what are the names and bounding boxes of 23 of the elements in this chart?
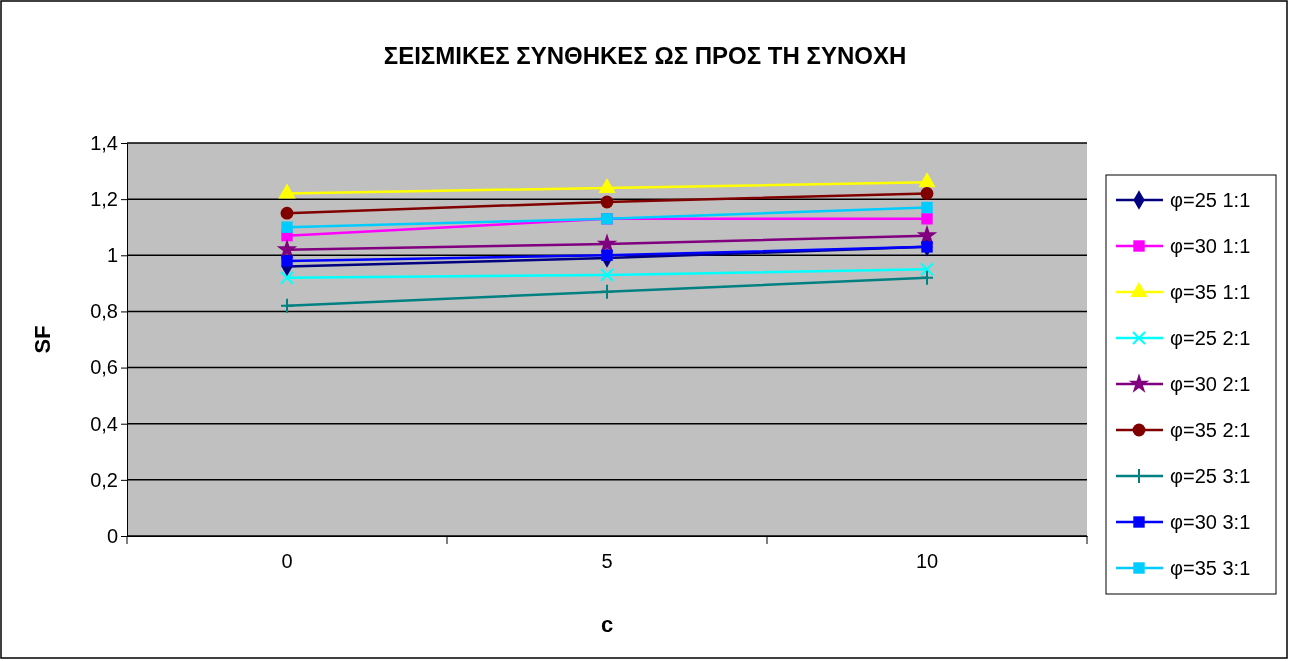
y-tick-label: 0 (106, 524, 118, 547)
x-tick-label: 10 (915, 550, 939, 573)
legend-label: φ=35 1:1 (1170, 281, 1251, 303)
legend-label: φ=35 2:1 (1170, 419, 1251, 441)
x-tick-label: 5 (601, 550, 613, 573)
legend-label: φ=30 3:1 (1170, 511, 1251, 533)
legend-label: φ=25 1:1 (1170, 189, 1251, 211)
x-tick-label: 0 (281, 550, 293, 573)
chart-title: ΣΕΙΣΜΙΚΕΣ ΣΥΝΘΗΚΕΣ ΩΣ ΠΡΟΣ ΤΗ ΣΥΝΟΧΗ (383, 42, 907, 69)
x-axis-title: c (600, 612, 614, 637)
legend-label: φ=25 3:1 (1170, 465, 1251, 487)
y-tick-label: 0,2 (90, 468, 118, 491)
y-tick-label: 0,6 (90, 356, 118, 379)
y-tick-label: 1,2 (90, 188, 118, 211)
y-tick-label: 0,4 (90, 412, 118, 435)
y-tick-label: 1 (106, 244, 118, 267)
legend-label: φ=30 2:1 (1170, 373, 1251, 395)
legend-label: φ=25 2:1 (1170, 327, 1251, 349)
y-tick-label: 1,4 (90, 131, 118, 154)
legend-label: φ=30 1:1 (1170, 235, 1251, 257)
legend-label: φ=35 3:1 (1170, 557, 1251, 579)
y-axis-title: SF (30, 325, 55, 354)
y-tick-label: 0,8 (90, 300, 118, 323)
